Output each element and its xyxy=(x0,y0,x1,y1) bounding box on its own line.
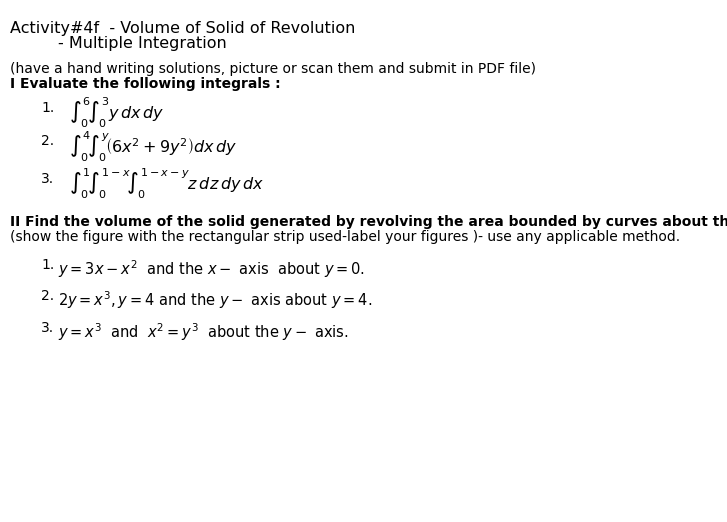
Text: $\int_0^1\!\int_0^{1-x}\!\int_0^{1-x-y} z\,dz\,dy\,dx$: $\int_0^1\!\int_0^{1-x}\!\int_0^{1-x-y} … xyxy=(69,167,264,201)
Text: 2.: 2. xyxy=(41,135,55,148)
Text: Activity#4f  - Volume of Solid of Revolution: Activity#4f - Volume of Solid of Revolut… xyxy=(10,21,356,36)
Text: - Multiple Integration: - Multiple Integration xyxy=(58,37,227,51)
Text: 1.: 1. xyxy=(41,258,55,272)
Text: $\int_0^6\!\int_0^3 y\,dx\,dy$: $\int_0^6\!\int_0^3 y\,dx\,dy$ xyxy=(69,96,164,130)
Text: 1.: 1. xyxy=(41,101,55,115)
Text: $\int_0^4\!\int_0^y \!\left(6x^2+9y^2\right)dx\,dy$: $\int_0^4\!\int_0^y \!\left(6x^2+9y^2\ri… xyxy=(69,129,238,164)
Text: II Find the volume of the solid generated by revolving the area bounded by curve: II Find the volume of the solid generate… xyxy=(10,215,727,229)
Text: (have a hand writing solutions, picture or scan them and submit in PDF file): (have a hand writing solutions, picture … xyxy=(10,62,537,76)
Text: 2.: 2. xyxy=(41,289,55,303)
Text: I Evaluate the following integrals :: I Evaluate the following integrals : xyxy=(10,77,281,91)
Text: 3.: 3. xyxy=(41,322,55,336)
Text: $y = 3x - x^2$  and the $x-$ axis  about $y = 0.$: $y = 3x - x^2$ and the $x-$ axis about $… xyxy=(58,258,366,280)
Text: 3.: 3. xyxy=(41,172,55,186)
Text: (show the figure with the rectangular strip used-label your figures )- use any a: (show the figure with the rectangular st… xyxy=(10,230,680,244)
Text: $y = x^3$  and  $x^2 = y^3$  about the $y-$ axis.: $y = x^3$ and $x^2 = y^3$ about the $y-$… xyxy=(58,322,349,343)
Text: $2y = x^3, y = 4$ and the $y-$ axis about $y = 4.$: $2y = x^3, y = 4$ and the $y-$ axis abou… xyxy=(58,289,372,311)
